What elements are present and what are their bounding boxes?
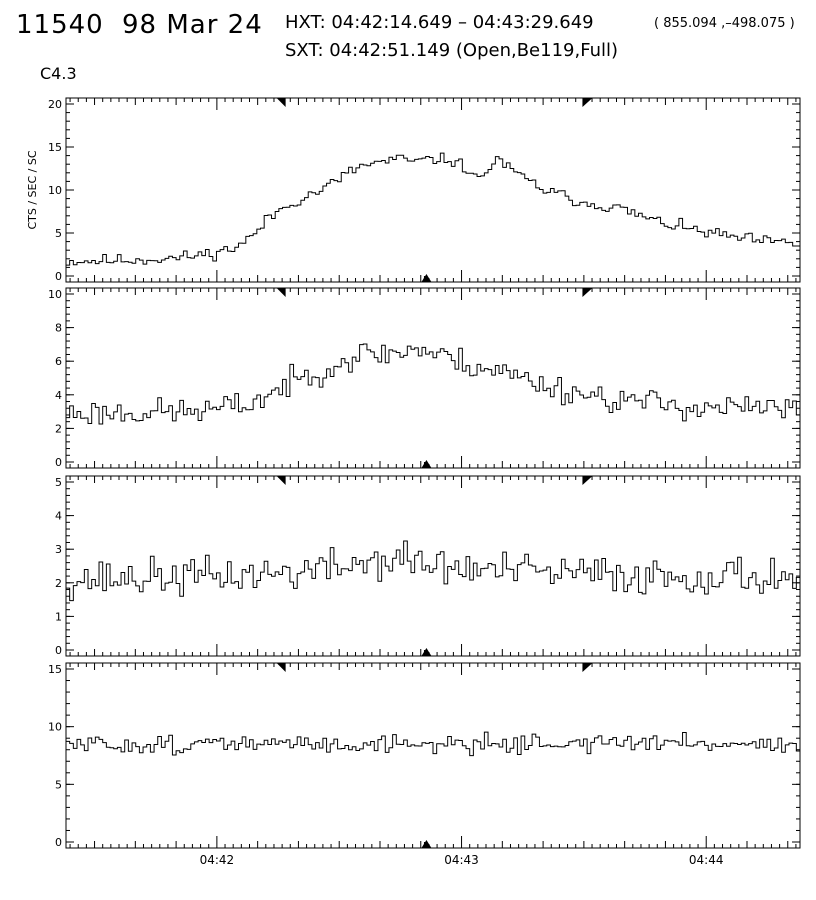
y-tick-label: 4 — [55, 510, 62, 523]
panel-3: 0 1 2 3 4 5 — [55, 475, 801, 657]
hxt-start-marker — [276, 288, 286, 297]
event-id: 11540 — [16, 10, 104, 40]
series-line — [66, 731, 800, 757]
series-line — [66, 152, 800, 266]
y-tick-label: 0 — [55, 836, 62, 849]
y-tick-label: 0 — [55, 456, 62, 469]
y-tick-label: 10 — [48, 288, 62, 301]
y-tick-label: 20 — [48, 98, 62, 111]
sxt-marker — [421, 648, 432, 656]
y-tick-label: 4 — [55, 389, 62, 402]
y-axis-label: CTS / SEC / SC — [26, 150, 39, 229]
y-tick-label: 8 — [55, 322, 62, 335]
panel-4: 0 5 10 15 — [48, 662, 801, 849]
panel-frame — [65, 97, 801, 283]
y-tick-label: 5 — [55, 227, 62, 240]
series-line — [66, 540, 800, 602]
hxt-end-marker — [582, 663, 593, 672]
x-tick-label: 04:44 — [689, 853, 724, 867]
hxt-start-marker — [276, 98, 286, 107]
sxt-marker — [421, 460, 432, 468]
y-tick-label: 15 — [48, 663, 62, 676]
position-coordinates: ( 855.094 ,–498.075 ) — [654, 16, 795, 31]
y-tick-label: 3 — [55, 543, 62, 556]
x-tick-label: 04:43 — [444, 853, 479, 867]
sxt-time: SXT: 04:42:51.149 (Open,Be119,Full) — [285, 40, 619, 61]
y-tick-label: 5 — [55, 778, 62, 791]
y-tick-label: 2 — [55, 422, 62, 435]
y-tick-label: 10 — [48, 184, 62, 197]
y-tick-label: 0 — [55, 644, 62, 657]
y-tick-label: 1 — [55, 610, 62, 623]
series-line — [66, 343, 800, 425]
panel-2: 0 2 4 6 8 10 — [48, 287, 801, 469]
y-tick-label: 0 — [55, 270, 62, 283]
hxt-end-marker — [582, 98, 593, 107]
y-tick-label: 10 — [48, 721, 62, 734]
y-tick-label: 2 — [55, 577, 62, 590]
hxt-start-marker — [276, 663, 286, 672]
panel-frame — [65, 287, 801, 469]
sxt-marker — [421, 274, 432, 282]
panel-frame — [65, 475, 801, 657]
hxt-end-marker — [582, 476, 593, 485]
panel-frame — [65, 662, 801, 849]
x-tick-label: 04:42 — [200, 853, 235, 867]
y-tick-label: 15 — [48, 141, 62, 154]
hxt-end-marker — [582, 288, 593, 297]
sxt-marker — [421, 840, 432, 848]
panel-1: 0 5 10 15 20 — [48, 97, 801, 283]
y-tick-label: 5 — [55, 476, 62, 489]
hxt-time-range: HXT: 04:42:14.649 – 04:43:29.649 — [285, 12, 594, 33]
hxt-start-marker — [276, 476, 286, 485]
goes-class-label: C4.3 — [40, 64, 77, 83]
event-date: 98 Mar 24 — [122, 10, 263, 40]
y-tick-label: 6 — [55, 355, 62, 368]
